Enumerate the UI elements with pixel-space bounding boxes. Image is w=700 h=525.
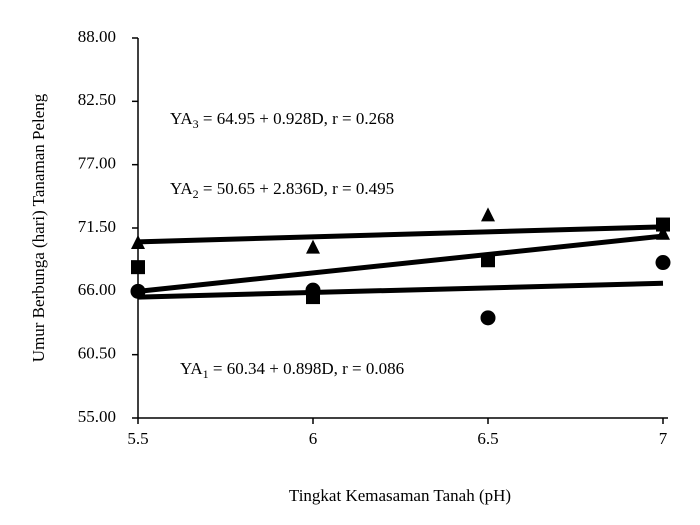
equation-subscript: 1 [203, 367, 209, 381]
y-tick-label: 60.50 [78, 344, 116, 363]
square-point [481, 253, 495, 268]
y-tick-label: 71.50 [78, 217, 116, 236]
equation-subscript: 3 [193, 117, 199, 131]
circle-point [480, 310, 496, 326]
equation-rhs: = 50.65 + 2.836D, r = 0.495 [199, 179, 394, 198]
fit-line [137, 280, 664, 300]
y-axis-label: Umur Berbunga (hari) Tanaman Peleng [29, 93, 48, 362]
y-tick-label: 66.00 [78, 280, 116, 299]
equation-subscript: 2 [193, 187, 199, 201]
regression-equation: YA3 = 64.95 + 0.928D, r = 0.268 [170, 109, 394, 131]
square-point [131, 260, 145, 275]
equation-lhs: YA [170, 179, 193, 198]
x-tick-label: 6.5 [477, 429, 498, 448]
x-tick-label: 6 [309, 429, 318, 448]
square-point [656, 217, 670, 232]
regression-equation: YA1 = 60.34 + 0.898D, r = 0.086 [180, 359, 404, 381]
fit-line [137, 233, 664, 294]
triangle-point [131, 234, 145, 249]
y-tick-label: 88.00 [78, 27, 116, 46]
equation-lhs: YA [180, 359, 203, 378]
y-tick-label: 77.00 [78, 154, 116, 173]
circle-point [655, 255, 671, 271]
x-axis-label: Tingkat Kemasaman Tanah (pH) [289, 486, 511, 505]
circle-point [305, 282, 321, 298]
equation-lhs: YA [170, 109, 193, 128]
equation-rhs: = 64.95 + 0.928D, r = 0.268 [199, 109, 394, 128]
triangle-point [481, 207, 495, 222]
equation-rhs: = 60.34 + 0.898D, r = 0.086 [209, 359, 404, 378]
y-tick-label: 82.50 [78, 90, 116, 109]
triangle-point [306, 239, 320, 254]
y-tick-label: 55.00 [78, 407, 116, 426]
x-tick-label: 7 [659, 429, 668, 448]
fit-line [137, 224, 664, 245]
circle-point [130, 283, 146, 299]
x-tick-label: 5.5 [127, 429, 148, 448]
regression-equation: YA2 = 50.65 + 2.836D, r = 0.495 [170, 179, 394, 201]
